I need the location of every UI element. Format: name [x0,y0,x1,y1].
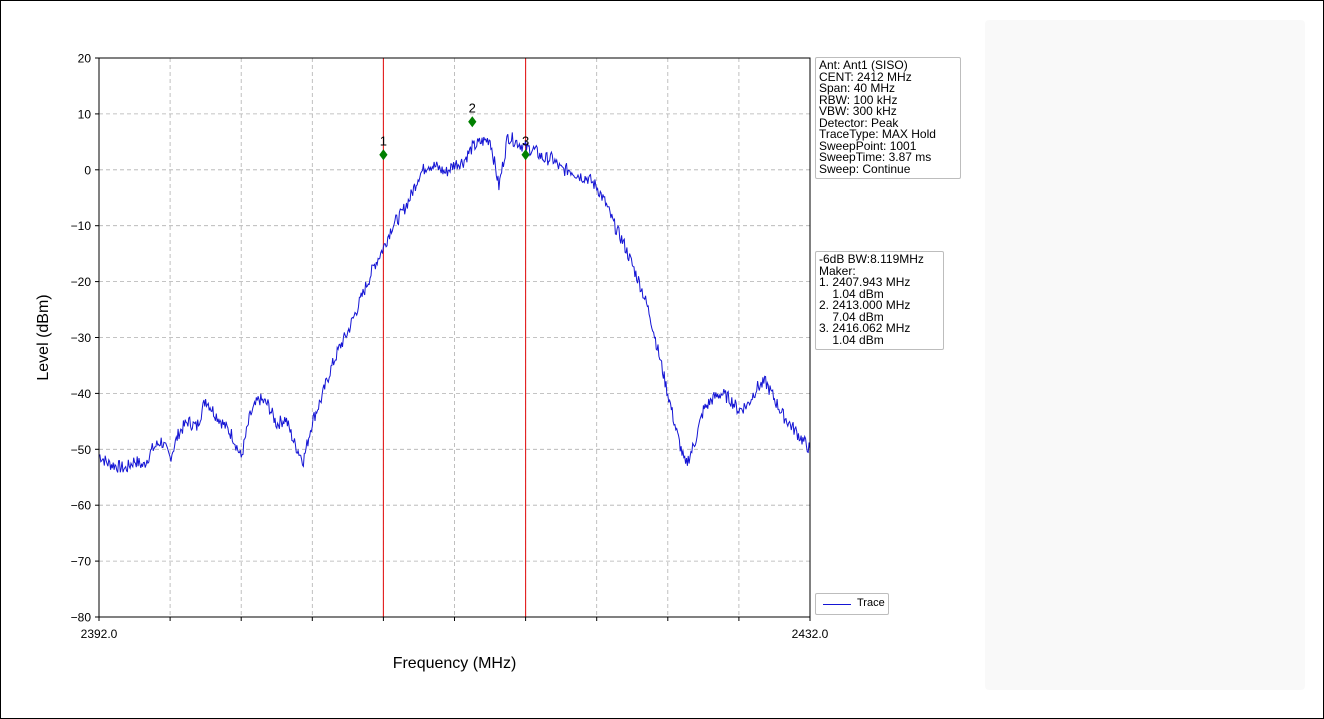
watermark [985,20,1305,690]
y-tick-label: −20 [71,275,92,289]
marker-lines [382,58,527,617]
params-line: Detector: Peak [819,115,899,130]
y-tick-label: −10 [71,219,92,233]
marker-info-line: 1.04 dBm [819,286,884,301]
marker-label: 2 [469,101,476,116]
marker-diamond [379,149,388,161]
marker-label: 1 [380,134,387,149]
legend: Trace [815,593,889,615]
y-tick-label: −60 [71,499,92,513]
marker-info-line: Maker: [819,263,856,278]
marker-info-line: -6dB BW:8.119MHz [819,252,924,266]
legend-label: Trace [857,597,885,609]
y-axis: 20 10 0 −10 −20 −30 −40 −50 −60 −70 −80 [71,52,99,625]
params-line: Span: 40 MHz [819,81,896,95]
x-tick-label: 2432.0 [792,627,829,641]
marker-info-line: 3. 2416.062 MHz [819,321,911,335]
params-line: TraceType: MAX Hold [819,127,936,141]
params-line: CENT: 2412 MHz [819,69,912,84]
grid-lines [99,58,810,617]
marker-info-line: 2. 2413.000 MHz [819,298,911,312]
y-tick-label: −50 [71,443,92,457]
y-axis-label: Level (dBm) [35,294,52,380]
marker-label: 3 [522,134,529,149]
x-axis: 2392.0 2432.0 [81,617,829,641]
x-axis-label: Frequency (MHz) [393,655,517,672]
params-box: Ant: Ant1 (SISO) CENT: 2412 MHz Span: 40 M… [815,57,961,179]
marker-info-line: 1.04 dBm [819,332,884,347]
y-tick-label: −70 [71,555,92,569]
marker-diamond [468,116,477,128]
params-line: Ant: Ant1 (SISO) [819,58,908,72]
params-line: SweepTime: 3.87 ms [819,150,932,164]
marker-info-line: 1. 2407.943 MHz [819,275,911,289]
params-line: Sweep: Continue [819,161,911,176]
y-tick-label: −80 [71,611,92,625]
params-line: SweepPoint: 1001 [819,138,917,153]
legend-swatch [823,604,851,605]
marker-info-line: 7.04 dBm [819,309,884,324]
trace-layer [98,132,811,473]
marker-points: 1 2 3 [379,101,530,161]
params-line: VBW: 300 kHz [819,104,897,118]
marker-diamond [521,149,530,161]
trace-line [98,132,811,473]
params-line: RBW: 100 kHz [819,92,898,107]
y-tick-label: −30 [71,331,92,345]
y-tick-label: −40 [71,387,92,401]
y-tick-label: 10 [78,107,92,121]
x-tick-label: 2392.0 [81,627,118,641]
y-tick-label: 0 [84,163,91,177]
y-tick-label: 20 [78,52,92,66]
markers-box: -6dB BW:8.119MHz Maker: 1. 2407.943 MHz 1.… [815,251,944,350]
